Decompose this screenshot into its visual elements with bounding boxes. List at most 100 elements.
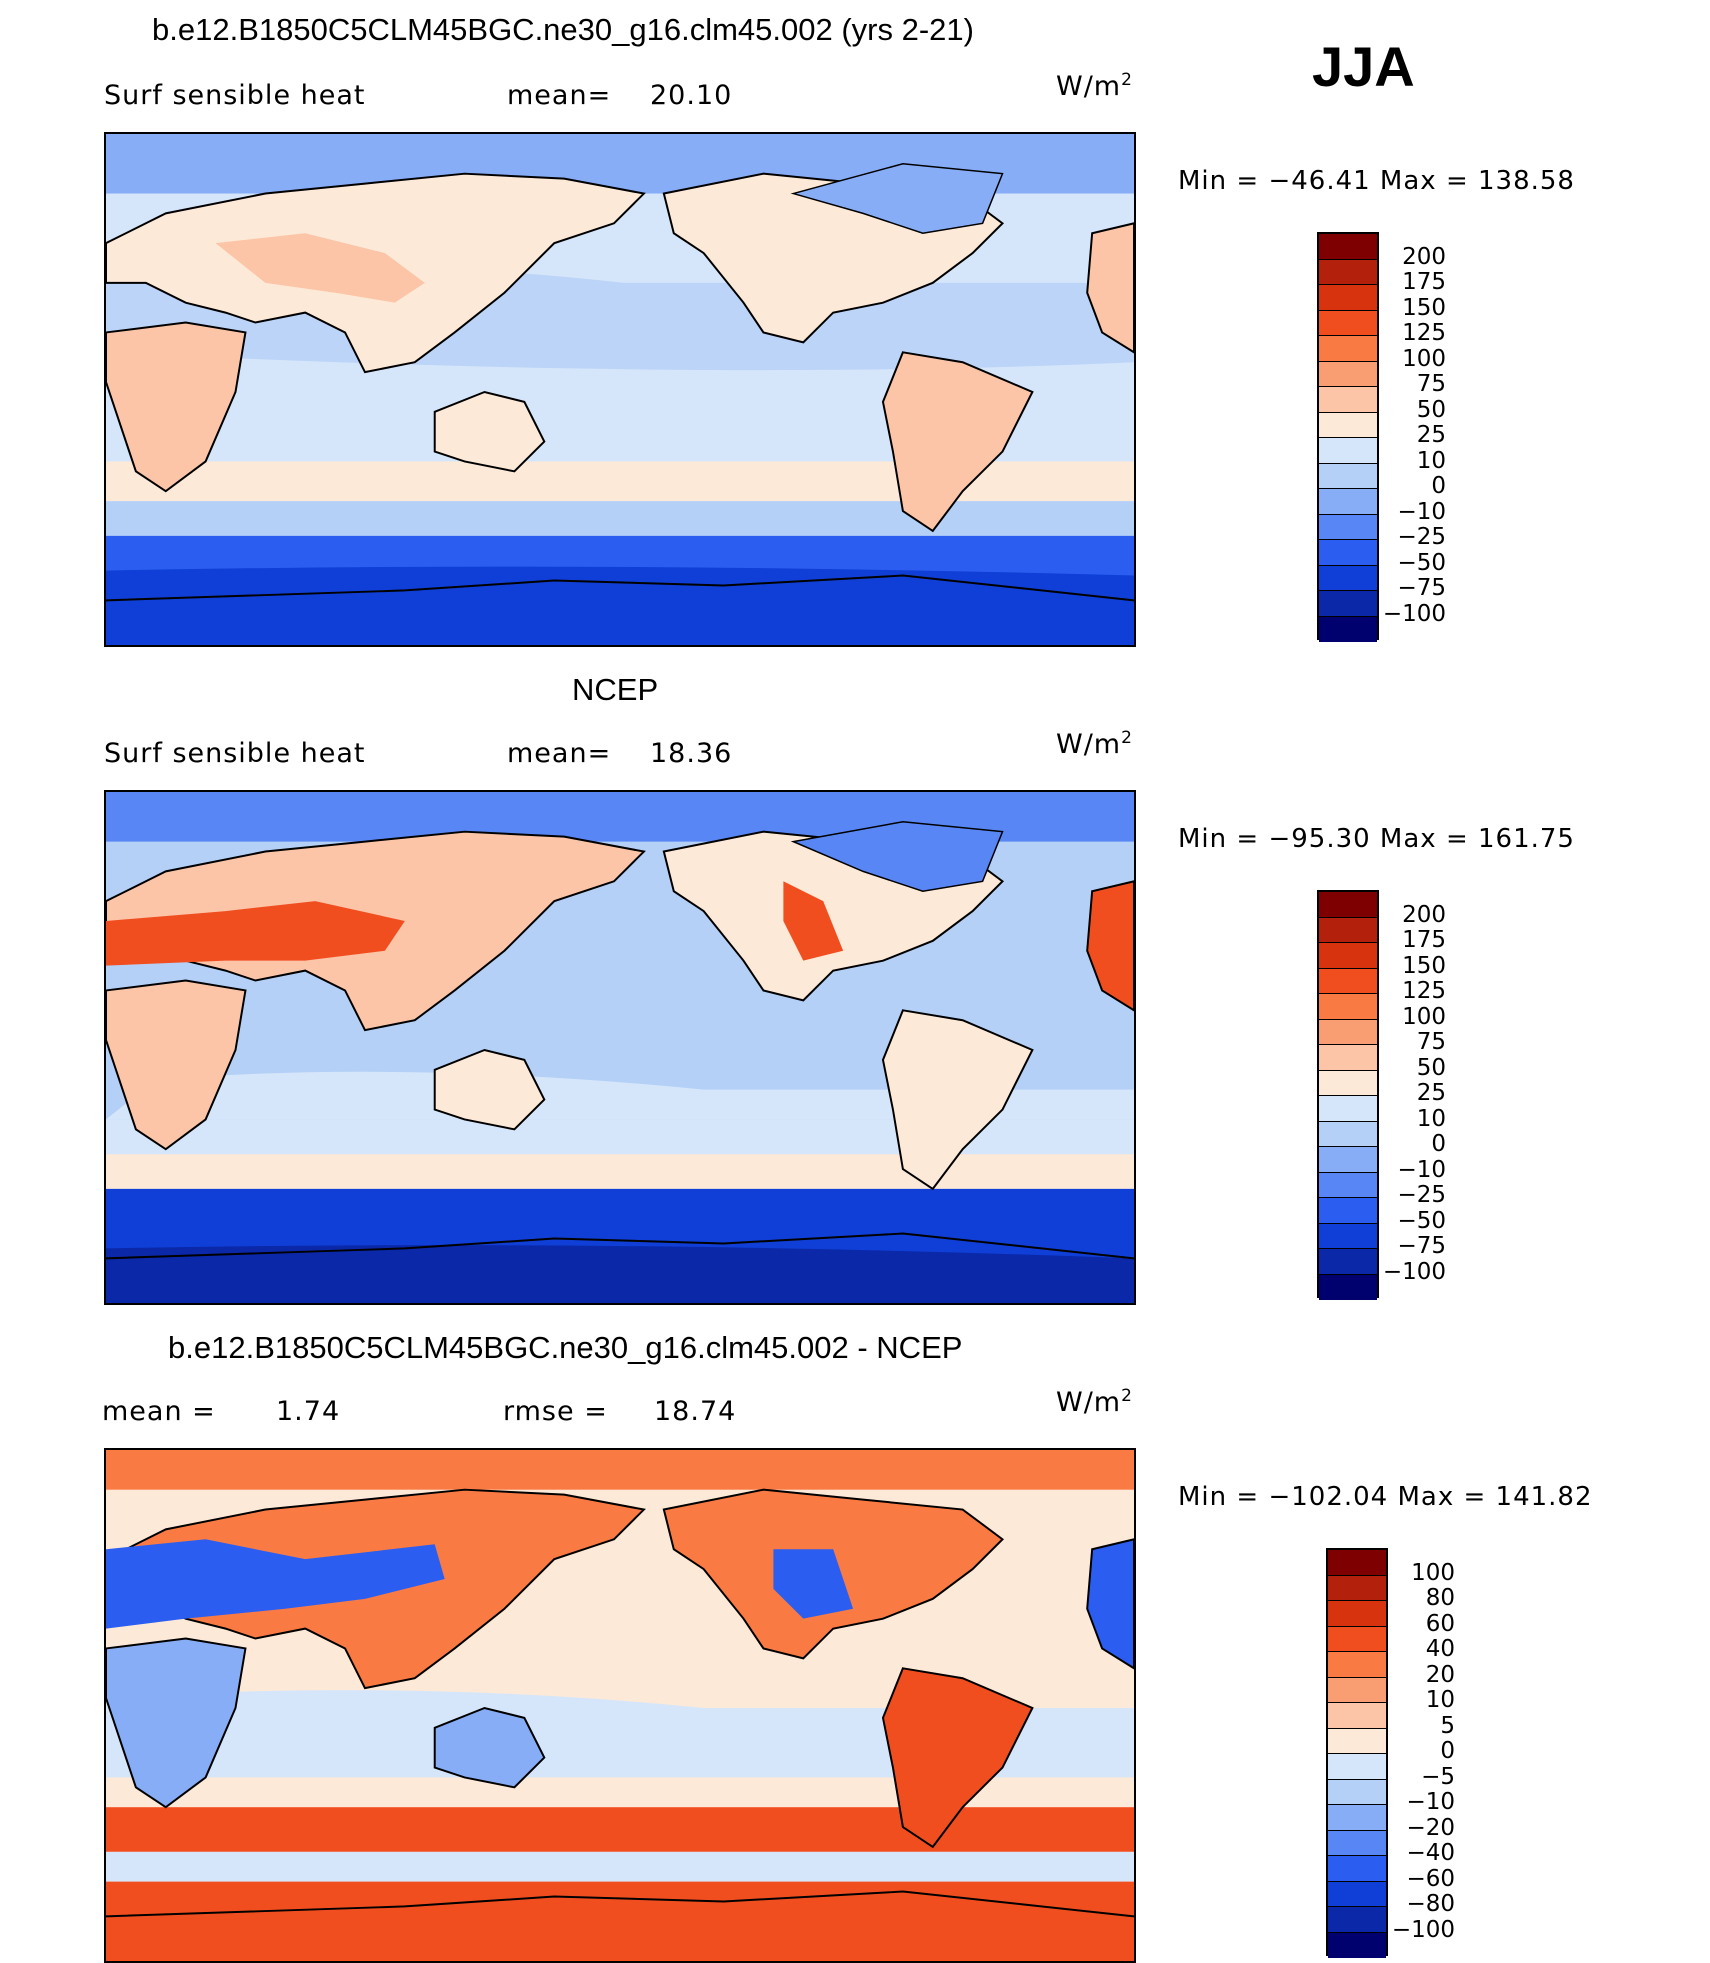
colorbar-swatch (1328, 1932, 1386, 1958)
colorbar-tick-label: 0 (1431, 473, 1446, 499)
colorbar-tick-label: 150 (1402, 952, 1446, 979)
colorbar-swatch (1328, 1779, 1386, 1805)
colorbar-tick-label: −100 (1382, 600, 1446, 627)
colorbar-tick-label: −80 (1406, 1891, 1455, 1917)
colorbar-swatch (1328, 1830, 1386, 1856)
colorbar-swatch (1319, 387, 1377, 413)
colorbar-tick-label: −40 (1406, 1840, 1455, 1866)
panel1-mean-label: mean= (507, 80, 612, 111)
colorbar-swatch (1319, 259, 1377, 285)
panel2-variable-label: Surf sensible heat (104, 738, 366, 769)
panel3-mean-label: mean = (102, 1396, 216, 1427)
colorbar-swatch (1319, 1274, 1377, 1300)
colorbar-tick-label: −10 (1406, 1789, 1455, 1815)
colorbar-swatch (1328, 1703, 1386, 1729)
colorbar-swatch (1319, 1249, 1377, 1275)
colorbar-tick-label: 150 (1402, 294, 1446, 321)
colorbar-swatch (1319, 489, 1377, 515)
colorbar-tick-label: −25 (1397, 1182, 1446, 1208)
colorbar-swatch (1319, 412, 1377, 438)
colorbar-tick-label: 10 (1416, 1105, 1446, 1132)
colorbar-tick-label: 5 (1440, 1712, 1455, 1739)
panel3-map (104, 1448, 1136, 1963)
colorbar-swatch (1328, 1575, 1386, 1601)
colorbar-swatch (1328, 1907, 1386, 1933)
colorbar-swatch (1319, 361, 1377, 387)
panel3-unit: W/m2 (1056, 1386, 1133, 1418)
colorbar-tick-label: −100 (1382, 1258, 1446, 1285)
colorbar-swatch (1328, 1550, 1386, 1576)
colorbar-tick-label: 10 (1425, 1687, 1455, 1713)
panel3-colorbar (1326, 1548, 1388, 1958)
colorbar-tick-label: 60 (1425, 1610, 1455, 1637)
colorbar-swatch (1319, 1198, 1377, 1224)
colorbar-swatch (1328, 1601, 1386, 1627)
colorbar-tick-label: 75 (1416, 1029, 1446, 1055)
colorbar-tick-label: −5 (1421, 1763, 1455, 1790)
colorbar-tick-label: 25 (1416, 422, 1446, 448)
panel1-map (104, 132, 1136, 647)
panel1-map-svg (106, 134, 1134, 645)
colorbar-tick-label: 75 (1416, 371, 1446, 397)
colorbar-tick-label: 200 (1402, 901, 1446, 928)
colorbar-tick-label: 20 (1425, 1661, 1455, 1688)
colorbar-swatch (1319, 994, 1377, 1020)
colorbar-tick-label: 125 (1402, 320, 1446, 346)
colorbar-swatch (1319, 616, 1377, 642)
panel1-colorbar (1317, 232, 1379, 642)
colorbar-tick-label: 40 (1425, 1636, 1455, 1662)
colorbar-tick-label: 50 (1416, 1054, 1446, 1081)
colorbar-tick-label: −60 (1406, 1865, 1455, 1892)
panel3-map-svg (106, 1450, 1134, 1961)
colorbar-tick-label: −100 (1391, 1916, 1455, 1943)
colorbar-swatch (1319, 285, 1377, 311)
colorbar-swatch (1319, 1121, 1377, 1147)
colorbar-tick-label: 25 (1416, 1080, 1446, 1106)
panel1-unit: W/m2 (1056, 70, 1133, 102)
colorbar-tick-label: −75 (1397, 575, 1446, 601)
panel1-variable-label: Surf sensible heat (104, 80, 366, 111)
panel3-rmse-label: rmse = (503, 1396, 608, 1427)
panel2-unit: W/m2 (1056, 728, 1133, 760)
colorbar-tick-label: 200 (1402, 243, 1446, 270)
colorbar-tick-label: −10 (1397, 1156, 1446, 1183)
panel3-rmse-value: 18.74 (654, 1396, 737, 1427)
colorbar-tick-label: 80 (1425, 1585, 1455, 1611)
colorbar-tick-label: 175 (1402, 927, 1446, 953)
colorbar-swatch (1328, 1626, 1386, 1652)
colorbar-tick-label: 100 (1402, 345, 1446, 372)
colorbar-swatch (1319, 234, 1377, 260)
panel2-mean-value: 18.36 (650, 738, 733, 769)
colorbar-swatch (1328, 1728, 1386, 1754)
colorbar-tick-label: 100 (1411, 1559, 1455, 1586)
colorbar-swatch (1328, 1652, 1386, 1678)
colorbar-tick-label: 0 (1431, 1131, 1446, 1157)
panel1-title: b.e12.B1850C5CLM45BGC.ne30_g16.clm45.002… (152, 12, 974, 47)
colorbar-tick-label: −75 (1397, 1233, 1446, 1259)
panel1-minmax: Min = −46.41 Max = 138.58 (1178, 166, 1575, 196)
colorbar-swatch (1319, 1096, 1377, 1122)
colorbar-tick-label: 100 (1402, 1003, 1446, 1030)
colorbar-tick-label: −50 (1397, 1207, 1446, 1234)
colorbar-tick-label: 10 (1416, 447, 1446, 474)
colorbar-tick-label: 125 (1402, 978, 1446, 1004)
colorbar-swatch (1328, 1677, 1386, 1703)
panel2-mean-label: mean= (507, 738, 612, 769)
colorbar-swatch (1319, 591, 1377, 617)
colorbar-tick-label: −25 (1397, 524, 1446, 550)
colorbar-swatch (1319, 943, 1377, 969)
colorbar-tick-label: 175 (1402, 269, 1446, 295)
colorbar-swatch (1319, 968, 1377, 994)
colorbar-swatch (1319, 463, 1377, 489)
panel3-mean-value: 1.74 (276, 1396, 341, 1427)
colorbar-tick-label: −10 (1397, 498, 1446, 525)
colorbar-swatch (1328, 1805, 1386, 1831)
colorbar-tick-label: −50 (1397, 549, 1446, 576)
panel1-mean-value: 20.10 (650, 80, 733, 111)
panel2-map (104, 790, 1136, 1305)
panel3-title: b.e12.B1850C5CLM45BGC.ne30_g16.clm45.002… (168, 1330, 963, 1365)
colorbar-swatch (1328, 1856, 1386, 1882)
colorbar-swatch (1328, 1754, 1386, 1780)
colorbar-swatch (1319, 336, 1377, 362)
panel3-minmax: Min = −102.04 Max = 141.82 (1178, 1482, 1593, 1512)
